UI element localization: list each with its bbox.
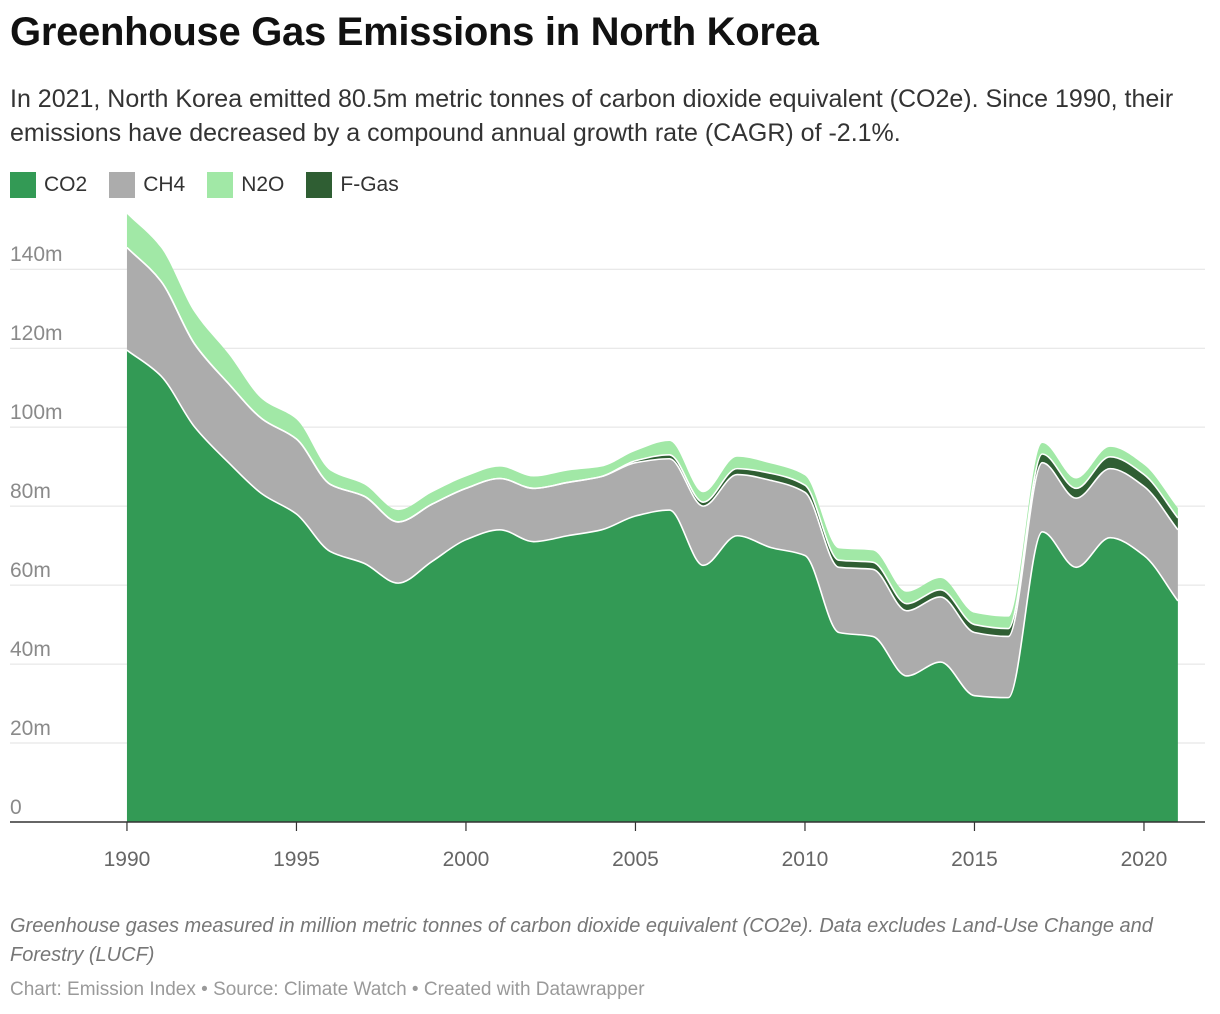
legend-item-ch4: CH4 (109, 172, 185, 198)
x-tick-label-2010: 2010 (782, 848, 829, 871)
y-tick-label-120: 120m (10, 322, 63, 345)
legend-swatch-n2o (207, 172, 234, 198)
x-tick-label-1990: 1990 (104, 848, 151, 871)
boundary-line-fgas (126, 246, 1179, 630)
chart-notes: Greenhouse gases measured in million met… (10, 915, 1153, 966)
y-tick-label-40: 40m (10, 638, 51, 661)
emissions-area-chart: 0 20m 40m 60m 80m 100m 120m 140m 1990 1995 2000 20… (10, 213, 1205, 871)
x-tick-label-1995: 1995 (273, 848, 320, 871)
y-tick-label-80: 80m (10, 480, 51, 503)
legend-label-n2o: N2O (241, 173, 285, 196)
legend-label-co2: CO2 (44, 173, 88, 196)
y-tick-label-60: 60m (10, 559, 51, 582)
legend-swatch-co2 (10, 172, 36, 198)
legend-swatch-fgas (306, 172, 333, 198)
y-tick-label-140: 140m (10, 243, 63, 266)
area-ch4 (126, 247, 1178, 698)
axis-layer: 1990 1995 2000 2005 2010 2015 2020 (10, 821, 1205, 871)
legend-label-fgas: F-Gas (340, 173, 399, 196)
x-tick-label-2000: 2000 (443, 848, 490, 871)
area-layer (126, 213, 1179, 822)
x-tick-label-2020: 2020 (1121, 848, 1168, 871)
x-tick-label-2015: 2015 (951, 848, 998, 871)
legend: CO2 CH4 N2O F-Gas (10, 172, 421, 198)
y-tick-label-100: 100m (10, 401, 63, 424)
x-tick-label-2005: 2005 (612, 848, 659, 871)
chart-title: Greenhouse Gas Emissions in North Korea (10, 10, 819, 54)
legend-item-fgas: F-Gas (306, 172, 399, 198)
legend-item-co2: CO2 (10, 172, 87, 198)
legend-swatch-ch4 (109, 172, 136, 198)
chart-byline: Chart: Emission Index • Source: Climate … (10, 979, 645, 1000)
legend-label-ch4: CH4 (143, 173, 186, 196)
y-tick-label-0: 0 (10, 796, 22, 819)
area-co2 (126, 350, 1178, 822)
boundary-line-co2 (126, 349, 1179, 699)
legend-item-n2o: N2O (207, 172, 284, 198)
chart-subtitle: In 2021, North Korea emitted 80.5m metri… (10, 85, 1174, 147)
y-tick-label-20: 20m (10, 717, 51, 740)
